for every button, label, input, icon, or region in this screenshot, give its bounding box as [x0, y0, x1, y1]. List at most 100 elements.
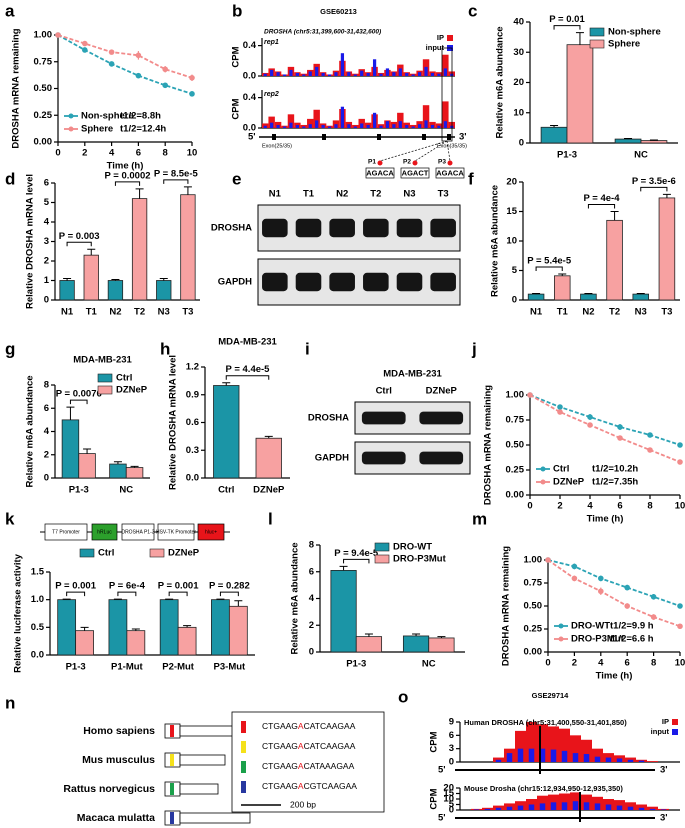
p-value: P = 3.5e-6: [632, 176, 676, 187]
legend-label: Ctrl: [553, 464, 569, 475]
five-prime: 5': [438, 765, 446, 776]
error-bar: [183, 625, 192, 628]
legend-label: Sphere: [81, 124, 113, 135]
y-tick-label: 0: [512, 295, 517, 306]
coverage: [561, 750, 568, 762]
coverage: [327, 126, 332, 128]
coverage: [409, 124, 417, 128]
band: [363, 272, 389, 292]
y-axis-label: DROSHA mRNA remaining: [483, 385, 494, 505]
coverage: [636, 804, 647, 810]
bar: [658, 197, 676, 301]
p-value: P = 6e-4: [109, 581, 146, 592]
sequence-part: CTGAAG: [262, 781, 298, 791]
panel-title: GSE29714: [532, 691, 570, 700]
y-tick-label: 0.00: [524, 647, 543, 658]
coverage: [442, 101, 449, 128]
coverage: [276, 124, 280, 128]
coverage: [572, 801, 579, 810]
sequence-swatch: [241, 781, 246, 793]
trend-line: [547, 559, 681, 607]
panel-letter: c: [468, 1, 477, 20]
y-tick-label: 0.75: [34, 56, 53, 67]
legend-label: input: [651, 727, 670, 736]
coverage: [430, 124, 435, 128]
y-tick-label: 3: [449, 743, 454, 754]
coverage: [526, 722, 537, 762]
sequence-part: A: [298, 741, 304, 751]
y-axis-label: Relative m6A abundance: [495, 26, 506, 138]
coverage: [592, 748, 603, 762]
coverage: [347, 72, 351, 76]
legend-marker: [540, 466, 546, 472]
bar: [330, 570, 357, 653]
y-axis-label: Relative DROSHA mRNA level: [168, 355, 179, 490]
transcript-box: [179, 812, 251, 824]
coverage: [282, 74, 287, 76]
sequence: CTGAAGACATCAAGAA: [262, 721, 356, 731]
coverage: [385, 68, 390, 76]
y-tick-label: 0.00: [506, 490, 525, 501]
y-axis-label: Relative luciferase activity: [13, 553, 24, 673]
point: [624, 584, 630, 591]
motif: AGACA: [436, 168, 464, 177]
gene-label: DROSHA (chr5:31,399,600-31,432,600): [264, 29, 381, 36]
legend-swatch: [672, 719, 678, 725]
bar: [580, 293, 597, 301]
coverage: [366, 72, 370, 76]
significance-bracket: [219, 591, 239, 597]
error-bar: [364, 633, 373, 637]
y-axis-label: Relative m6A abundance: [290, 542, 301, 654]
bar: [228, 605, 248, 656]
bar: [75, 630, 94, 656]
panel-title: GSE60213: [320, 7, 357, 16]
y-tick-label: 5: [512, 265, 518, 276]
track-name: rep2: [264, 91, 279, 98]
motif-box: [365, 167, 395, 179]
point: [162, 66, 168, 73]
bar: [83, 254, 99, 301]
lane-label: DZNeP: [426, 386, 458, 397]
species-name: Homo sapiens: [83, 725, 155, 737]
x-tick-label: Ctrl: [218, 485, 234, 496]
trend-line: [547, 559, 681, 628]
three-prime: 3': [660, 813, 668, 824]
transcript-box: [179, 754, 226, 766]
y-tick-label: 15: [443, 788, 454, 799]
bar: [554, 275, 571, 301]
sequence: CTGAAGACATCAAGAA: [262, 741, 356, 751]
y-axis-label: DROSHA mRNA remaining: [501, 546, 512, 666]
exon: [422, 134, 426, 140]
five-prime: 5': [438, 813, 446, 824]
panel-letter: g: [5, 339, 15, 358]
y-tick-label: 1.0: [31, 594, 44, 605]
lane-label: N3: [403, 189, 415, 200]
coverage: [594, 803, 601, 810]
coverage: [528, 804, 535, 810]
exon: [447, 134, 451, 140]
scale-label: 200 bp: [290, 799, 316, 809]
y-tick-label: 0.75: [506, 415, 525, 426]
error-bar: [624, 137, 633, 140]
five-prime: 5': [248, 132, 256, 143]
error-bar: [87, 248, 96, 256]
error-bar: [532, 293, 541, 295]
sequence-part: CATCAAGAA: [304, 741, 356, 751]
blot-strip: [257, 258, 461, 306]
p-value: P = 4.4e-5: [226, 364, 271, 375]
three-prime: 3': [660, 765, 668, 776]
coverage: [559, 728, 570, 762]
bar: [614, 138, 642, 144]
legend-label: Ctrl: [98, 548, 114, 559]
trend-line: [529, 394, 681, 446]
y-tick-label: 0: [449, 757, 454, 768]
coverage: [352, 124, 359, 128]
panel-letter: f: [468, 169, 474, 188]
panel-title: MDA-MB-231: [218, 337, 277, 348]
coverage: [276, 72, 280, 76]
x-tick-label: T1: [557, 307, 569, 318]
trend-line: [529, 394, 681, 463]
bar: [125, 467, 144, 479]
x-axis-label: Time (h): [107, 161, 144, 172]
y-tick-label: 0: [519, 138, 524, 149]
